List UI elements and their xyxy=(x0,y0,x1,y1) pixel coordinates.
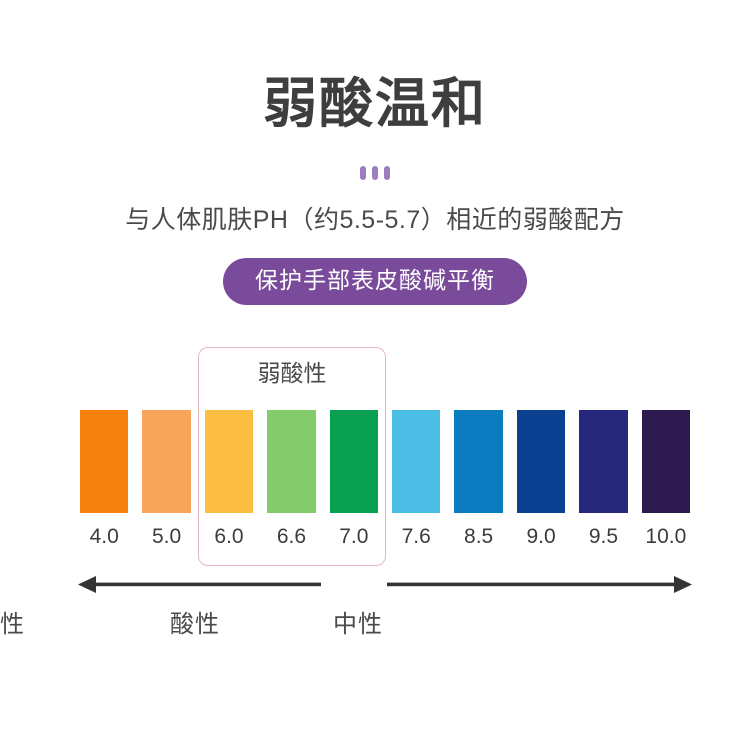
axis-line-left xyxy=(94,582,321,587)
ph-tick-label: 7.6 xyxy=(401,525,431,548)
ph-tick-label: 9.0 xyxy=(526,525,556,548)
ph-bar xyxy=(641,410,691,513)
weak-acid-highlight-box xyxy=(198,347,386,566)
ph-bar xyxy=(516,410,566,513)
ph-tick-row: 4.0 5.0 6.0 6.6 7.0 7.6 8.5 9.0 9.5 10.0 xyxy=(80,523,690,553)
ph-tick-label: 4.0 xyxy=(89,525,119,548)
ph-bar xyxy=(142,410,191,513)
ph-bar xyxy=(267,410,316,513)
ph-bar xyxy=(204,410,254,513)
zone-label-neutral: 中性 xyxy=(333,611,383,638)
ph-tick-label: 8.5 xyxy=(464,525,494,548)
divider-dot xyxy=(360,166,366,180)
ph-bar xyxy=(579,410,628,513)
status-badge: 保护手部表皮酸碱平衡 xyxy=(223,258,527,305)
subtitle-text: 与人体肌肤PH（约5.5-5.7）相近的弱酸配方 xyxy=(125,206,625,234)
ph-tick-label: 7.0 xyxy=(339,525,369,548)
zone-label-alkaline: 碱性 xyxy=(0,611,25,638)
ph-tick-label: 6.6 xyxy=(276,525,307,548)
axis-line-right xyxy=(387,582,674,587)
badge-container: 保护手部表皮酸碱平衡 xyxy=(0,258,750,305)
ph-axis-arrow xyxy=(70,570,700,600)
ph-bar xyxy=(454,410,503,513)
ph-bar xyxy=(329,410,379,513)
ph-bar xyxy=(392,410,441,513)
ph-tick-label: 5.0 xyxy=(152,525,182,548)
divider-dot xyxy=(372,166,378,180)
weak-acid-label: 弱酸性 xyxy=(257,360,327,386)
dot-divider xyxy=(0,166,750,180)
arrow-head-right xyxy=(674,576,692,593)
ph-tick-label: 9.5 xyxy=(588,525,619,548)
ph-bar xyxy=(80,410,129,513)
ph-tick-label: 10.0 xyxy=(645,525,687,548)
arrow-head-left xyxy=(78,576,96,593)
zone-label-acid: 酸性 xyxy=(170,611,220,638)
ph-bar-row xyxy=(80,410,691,513)
page-title: 弱酸温和 xyxy=(263,74,487,134)
divider-dot xyxy=(384,166,390,180)
ph-tick-label: 6.0 xyxy=(214,525,244,548)
ph-zone-labels: 酸性 中性 碱性 xyxy=(0,608,750,648)
